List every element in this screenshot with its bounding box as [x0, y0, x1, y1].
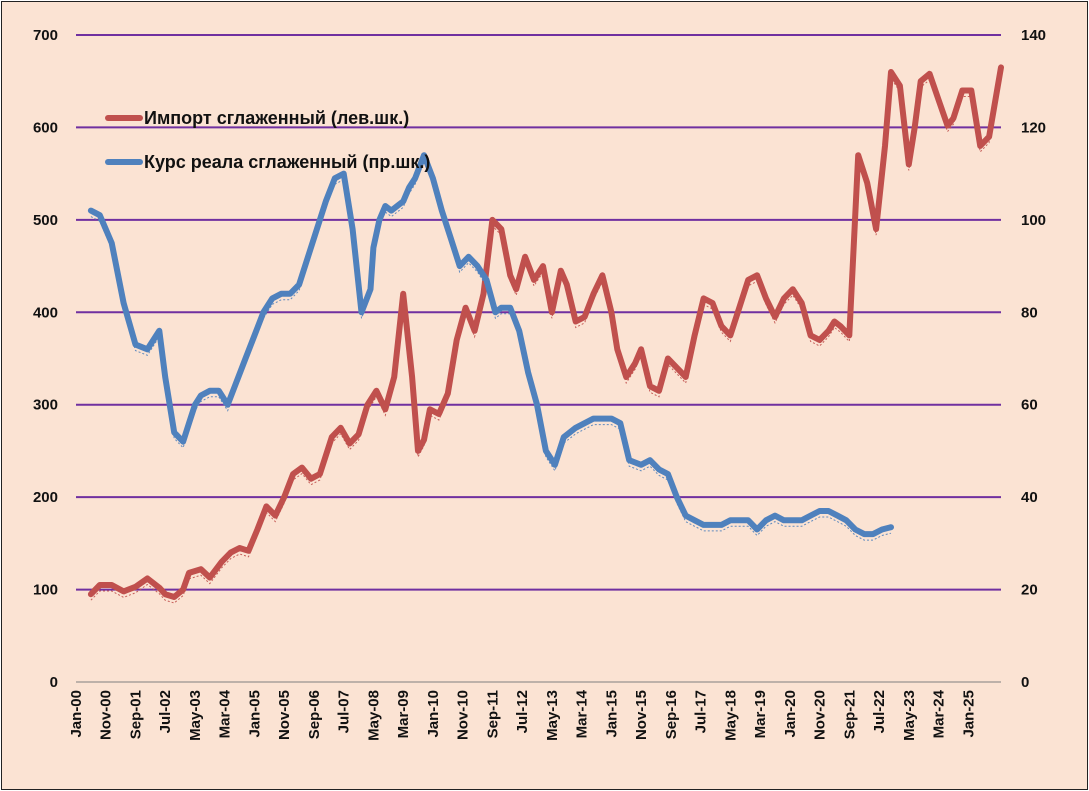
y-left-tick-label: 200 [33, 489, 58, 506]
x-tick-label: Sep-11 [484, 690, 501, 738]
y-axis-left: 0 100 200 300 400 500 600 700 [33, 27, 58, 691]
import-smoothed-line [87, 64, 1004, 600]
y-left-tick-label: 400 [33, 304, 58, 321]
y-right-tick-label: 80 [1021, 304, 1038, 321]
x-tick-label: Jan-25 [960, 690, 977, 738]
x-tick-label: Nov-20 [812, 690, 829, 740]
x-tick-label: Sep-21 [841, 690, 858, 739]
x-tick-label: Jan-20 [782, 690, 799, 738]
x-tick-label: May-03 [187, 690, 204, 741]
x-tick-label: Jul-07 [336, 690, 353, 733]
x-tick-label: Mar-04 [217, 689, 234, 738]
x-tick-label: Sep-01 [127, 690, 144, 739]
y-right-tick-label: 60 [1021, 397, 1038, 414]
x-tick-label: Jan-15 [603, 690, 620, 738]
x-tick-label: Jul-22 [871, 690, 888, 733]
y-left-tick-label: 600 [33, 119, 58, 136]
y-right-tick-label: 20 [1021, 582, 1038, 599]
series-lines [87, 64, 1004, 604]
x-tick-label: Jul-12 [514, 690, 531, 733]
y-right-tick-label: 0 [1021, 674, 1029, 691]
x-tick-label: Mar-19 [752, 690, 769, 738]
x-tick-label: May-18 [722, 690, 739, 741]
x-tick-label: Jul-17 [693, 690, 710, 733]
x-tick-label: Jan-05 [246, 690, 263, 738]
y-left-tick-label: 0 [50, 674, 58, 691]
x-tick-label: Nov-15 [633, 690, 650, 740]
x-tick-label: Nov-05 [276, 690, 293, 740]
x-tick-label: Jan-00 [68, 690, 85, 738]
y-left-tick-label: 500 [33, 212, 58, 229]
x-tick-label: Jan-10 [425, 690, 442, 738]
x-axis: Jan-00 Nov-00 Sep-01 Jul-02 May-03 Mar-04 Jan-… [68, 681, 1001, 741]
y-left-tick-label: 700 [33, 27, 58, 44]
x-tick-label: May-23 [901, 690, 918, 741]
x-tick-label: Nov-10 [455, 690, 472, 740]
legend-label: Импорт сглаженный (лев.шк.) [144, 108, 409, 128]
legend-label: Курс реала сглаженный (пр.шк.) [144, 152, 430, 172]
real-rate-smoothed-line [87, 152, 894, 538]
x-tick-label: Mar-24 [931, 689, 948, 738]
y-right-tick-label: 40 [1021, 489, 1038, 506]
y-right-tick-label: 100 [1021, 212, 1046, 229]
x-tick-label: May-08 [365, 690, 382, 741]
x-tick-label: Jul-02 [157, 690, 174, 733]
x-tick-label: Mar-09 [395, 690, 412, 738]
y-right-tick-label: 140 [1021, 27, 1046, 44]
x-tick-label: Mar-14 [574, 689, 591, 738]
x-tick-label: Nov-00 [98, 690, 115, 740]
legend: Импорт сглаженный (лев.шк.) Курс реала сг… [105, 108, 430, 172]
x-tick-label: May-13 [544, 690, 561, 741]
y-right-tick-label: 120 [1021, 119, 1046, 136]
y-left-tick-label: 100 [33, 582, 58, 599]
x-tick-label: Sep-06 [306, 690, 323, 739]
x-tick-label: Sep-16 [663, 690, 680, 739]
y-left-tick-label: 300 [33, 397, 58, 414]
y-axis-right: 0 20 40 60 80 100 120 140 [1021, 27, 1046, 691]
